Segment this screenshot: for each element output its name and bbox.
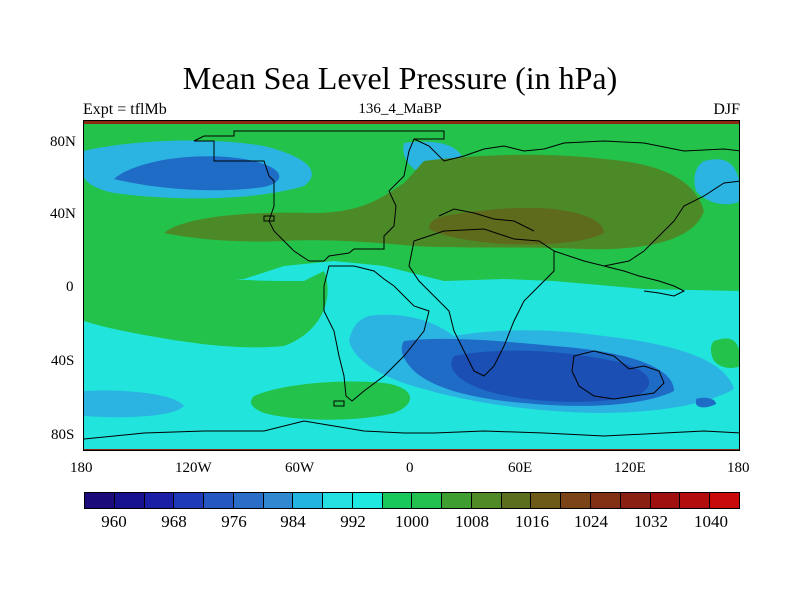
colorbar-label: 976	[221, 512, 247, 531]
colorbar-box	[263, 493, 294, 508]
colorbar-box	[204, 493, 234, 508]
southern-low-core	[451, 350, 650, 402]
colorbar-box	[591, 493, 621, 508]
southern-low-west	[84, 390, 184, 418]
lat-tick-label: 80N	[50, 134, 76, 150]
colorbar-box	[114, 493, 145, 508]
colorbar-label: 992	[340, 512, 366, 531]
colorbar-box	[233, 493, 264, 508]
pacific-east-low	[694, 159, 739, 205]
colorbar-box	[531, 493, 562, 508]
run-label: 136_4_MaBP	[358, 101, 442, 117]
colorbar-box	[561, 493, 592, 508]
coastlines	[84, 130, 739, 440]
colorbar-label: 960	[101, 512, 127, 531]
colorbar-box	[620, 493, 651, 508]
lat-tick-label: 80S	[51, 427, 75, 443]
experiment-label: Expt = tflMb	[83, 101, 167, 118]
lon-tick-label: 120W	[175, 460, 212, 476]
lat-tick-label: 40N	[50, 206, 76, 222]
colorbar-label: 1000	[395, 512, 429, 531]
south-polar-strip	[84, 449, 739, 450]
colorbar-box	[471, 493, 502, 508]
colorbar-box	[323, 493, 353, 508]
lon-tick-label: 60W	[285, 460, 315, 476]
colorbar-box	[293, 493, 324, 508]
colorbar-label: 1016	[515, 512, 549, 531]
southern-low-east-small	[696, 397, 716, 408]
colorbar-box	[144, 493, 175, 508]
season-label: DJF	[713, 101, 740, 118]
pressure-map	[83, 120, 740, 451]
lon-tick-label: 120E	[614, 460, 646, 476]
map-canvas	[84, 121, 739, 450]
lat-tick-label: 40S	[51, 353, 75, 369]
colorbar-box	[501, 493, 532, 508]
colorbar-label: 1008	[455, 512, 489, 531]
south-pacific-high	[84, 271, 328, 348]
colorbar-box	[710, 493, 739, 508]
south-indian-high	[710, 338, 739, 368]
lon-tick-label: 0	[406, 460, 414, 476]
colorbar-label: 984	[280, 512, 306, 531]
lon-tick-label: 180	[70, 460, 93, 476]
colorbar-box	[412, 493, 443, 508]
aleutian-low-core	[114, 156, 280, 191]
colorbar-box	[650, 493, 681, 508]
colorbar-box	[442, 493, 472, 508]
colorbar-label: 968	[161, 512, 187, 531]
asian-high-core	[429, 207, 604, 245]
colorbar-box	[680, 493, 711, 508]
colorbar-box	[352, 493, 383, 508]
lon-tick-label: 180	[727, 460, 750, 476]
colorbar-label: 1024	[574, 512, 608, 531]
colorbar-box	[174, 493, 205, 508]
colorbar-box	[85, 493, 115, 508]
chart-title: Mean Sea Level Pressure (in hPa)	[182, 60, 618, 96]
lon-tick-label: 60E	[508, 460, 533, 476]
colorbar-label: 1032	[634, 512, 668, 531]
north-polar-strip	[84, 121, 739, 124]
south-atlantic-high	[251, 381, 411, 420]
colorbar	[84, 492, 740, 509]
colorbar-box	[382, 493, 413, 508]
colorbar-label: 1040	[694, 512, 728, 531]
lat-tick-label: 0	[66, 279, 74, 295]
